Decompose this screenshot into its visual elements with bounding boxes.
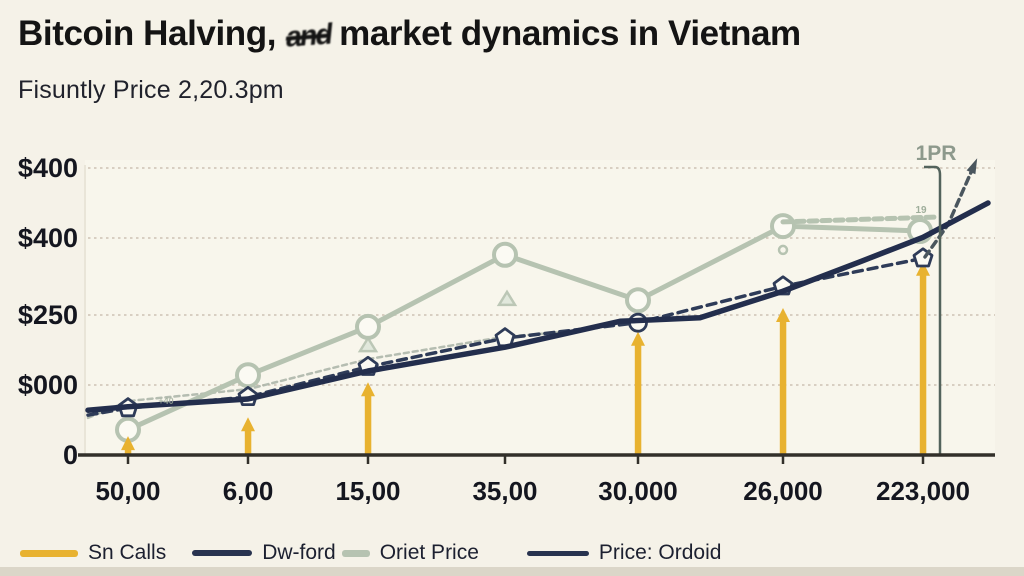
title-pre: Bitcoin Halving, bbox=[18, 14, 277, 53]
bar-arrowhead bbox=[631, 331, 645, 346]
legend-item-oriet-price: Oriet Price bbox=[341, 541, 479, 565]
y-tick-label: $400 bbox=[18, 153, 78, 183]
x-tick-label: 30,000 bbox=[598, 476, 678, 506]
bar-arrowhead bbox=[916, 261, 930, 276]
bar-arrowhead bbox=[241, 417, 255, 432]
plot-background bbox=[85, 160, 995, 455]
y-tick-label: $250 bbox=[18, 300, 78, 330]
chart-header: Bitcoin Halving, and market dynamics in Vi… bbox=[18, 14, 1008, 105]
page-title: Bitcoin Halving, and market dynamics in Vi… bbox=[18, 14, 1008, 54]
bar-arrowhead bbox=[776, 308, 790, 322]
series-marker-triangle bbox=[496, 289, 518, 307]
title-post: market dynamics in Vietnam bbox=[339, 14, 801, 53]
bottom-strip bbox=[0, 567, 1024, 576]
y-tick-label: 0 bbox=[63, 440, 78, 470]
series-marker-circle bbox=[355, 313, 381, 340]
x-tick-label: 223,000 bbox=[876, 476, 970, 506]
legend-item-price-ordoid: Price: Ordoid bbox=[526, 541, 722, 565]
y-tick-label: $400 bbox=[18, 223, 78, 253]
legend-swatch bbox=[341, 549, 370, 557]
bar-arrowhead bbox=[361, 382, 375, 397]
legend-item-sn-calls: Sn Calls bbox=[20, 541, 166, 565]
chart-legend: Sn Calls Dw-ford Oriet Price Price: Ordoid bbox=[20, 539, 721, 567]
series-marker-circle bbox=[235, 362, 261, 389]
x-tick-label: 15,00 bbox=[335, 476, 400, 506]
legend-swatch bbox=[526, 550, 589, 556]
series-marker-dot bbox=[777, 244, 789, 256]
series-marker-circle bbox=[625, 287, 651, 314]
x-tick-label: 26,000 bbox=[743, 476, 823, 506]
x-tick-label: 35,00 bbox=[472, 476, 537, 506]
series-marker-circle bbox=[770, 213, 796, 240]
series-line-oriet-price-dashed-segment bbox=[780, 214, 941, 225]
bar-sn-calls bbox=[779, 318, 787, 455]
series-line-price-ordoid bbox=[85, 200, 991, 413]
legend-label: Dw-ford bbox=[262, 541, 336, 564]
series-marker-circle bbox=[492, 241, 518, 268]
series-marker-triangle bbox=[357, 335, 379, 353]
annotation-text: +40 bbox=[158, 396, 173, 406]
bar-sn-calls bbox=[124, 446, 132, 455]
legend-label: Price: Ordoid bbox=[598, 541, 722, 564]
legend-label: Sn Calls bbox=[88, 541, 167, 564]
y-tick-label: $000 bbox=[18, 370, 78, 400]
x-tick-label: 6,00 bbox=[223, 476, 274, 506]
vertical-marker-pole bbox=[924, 165, 942, 455]
legend-swatch bbox=[192, 550, 253, 556]
title-scribble-word: and bbox=[284, 18, 333, 54]
bar-sn-calls bbox=[364, 392, 372, 455]
arrowhead bbox=[966, 158, 978, 175]
legend-swatch bbox=[20, 549, 78, 557]
bar-sn-calls bbox=[634, 341, 642, 455]
legend-item-dw-ford: Dw-ford bbox=[192, 541, 336, 565]
bar-sn-calls bbox=[919, 271, 927, 455]
bar-arrowhead bbox=[121, 436, 135, 451]
legend-label: Oriet Price bbox=[379, 541, 479, 564]
chart-subtitle: Fisuntly Price 2,20.3pm bbox=[18, 76, 284, 104]
annotation-text: 19 bbox=[915, 205, 927, 216]
x-tick-label: 50,00 bbox=[95, 476, 160, 506]
bar-sn-calls bbox=[244, 427, 252, 455]
annotation-text: 1PR bbox=[916, 142, 957, 165]
price-chart: 1PR 19 +40 $400 $400 $250 $000 0 50,00 6,00 15,00… bbox=[18, 142, 995, 506]
